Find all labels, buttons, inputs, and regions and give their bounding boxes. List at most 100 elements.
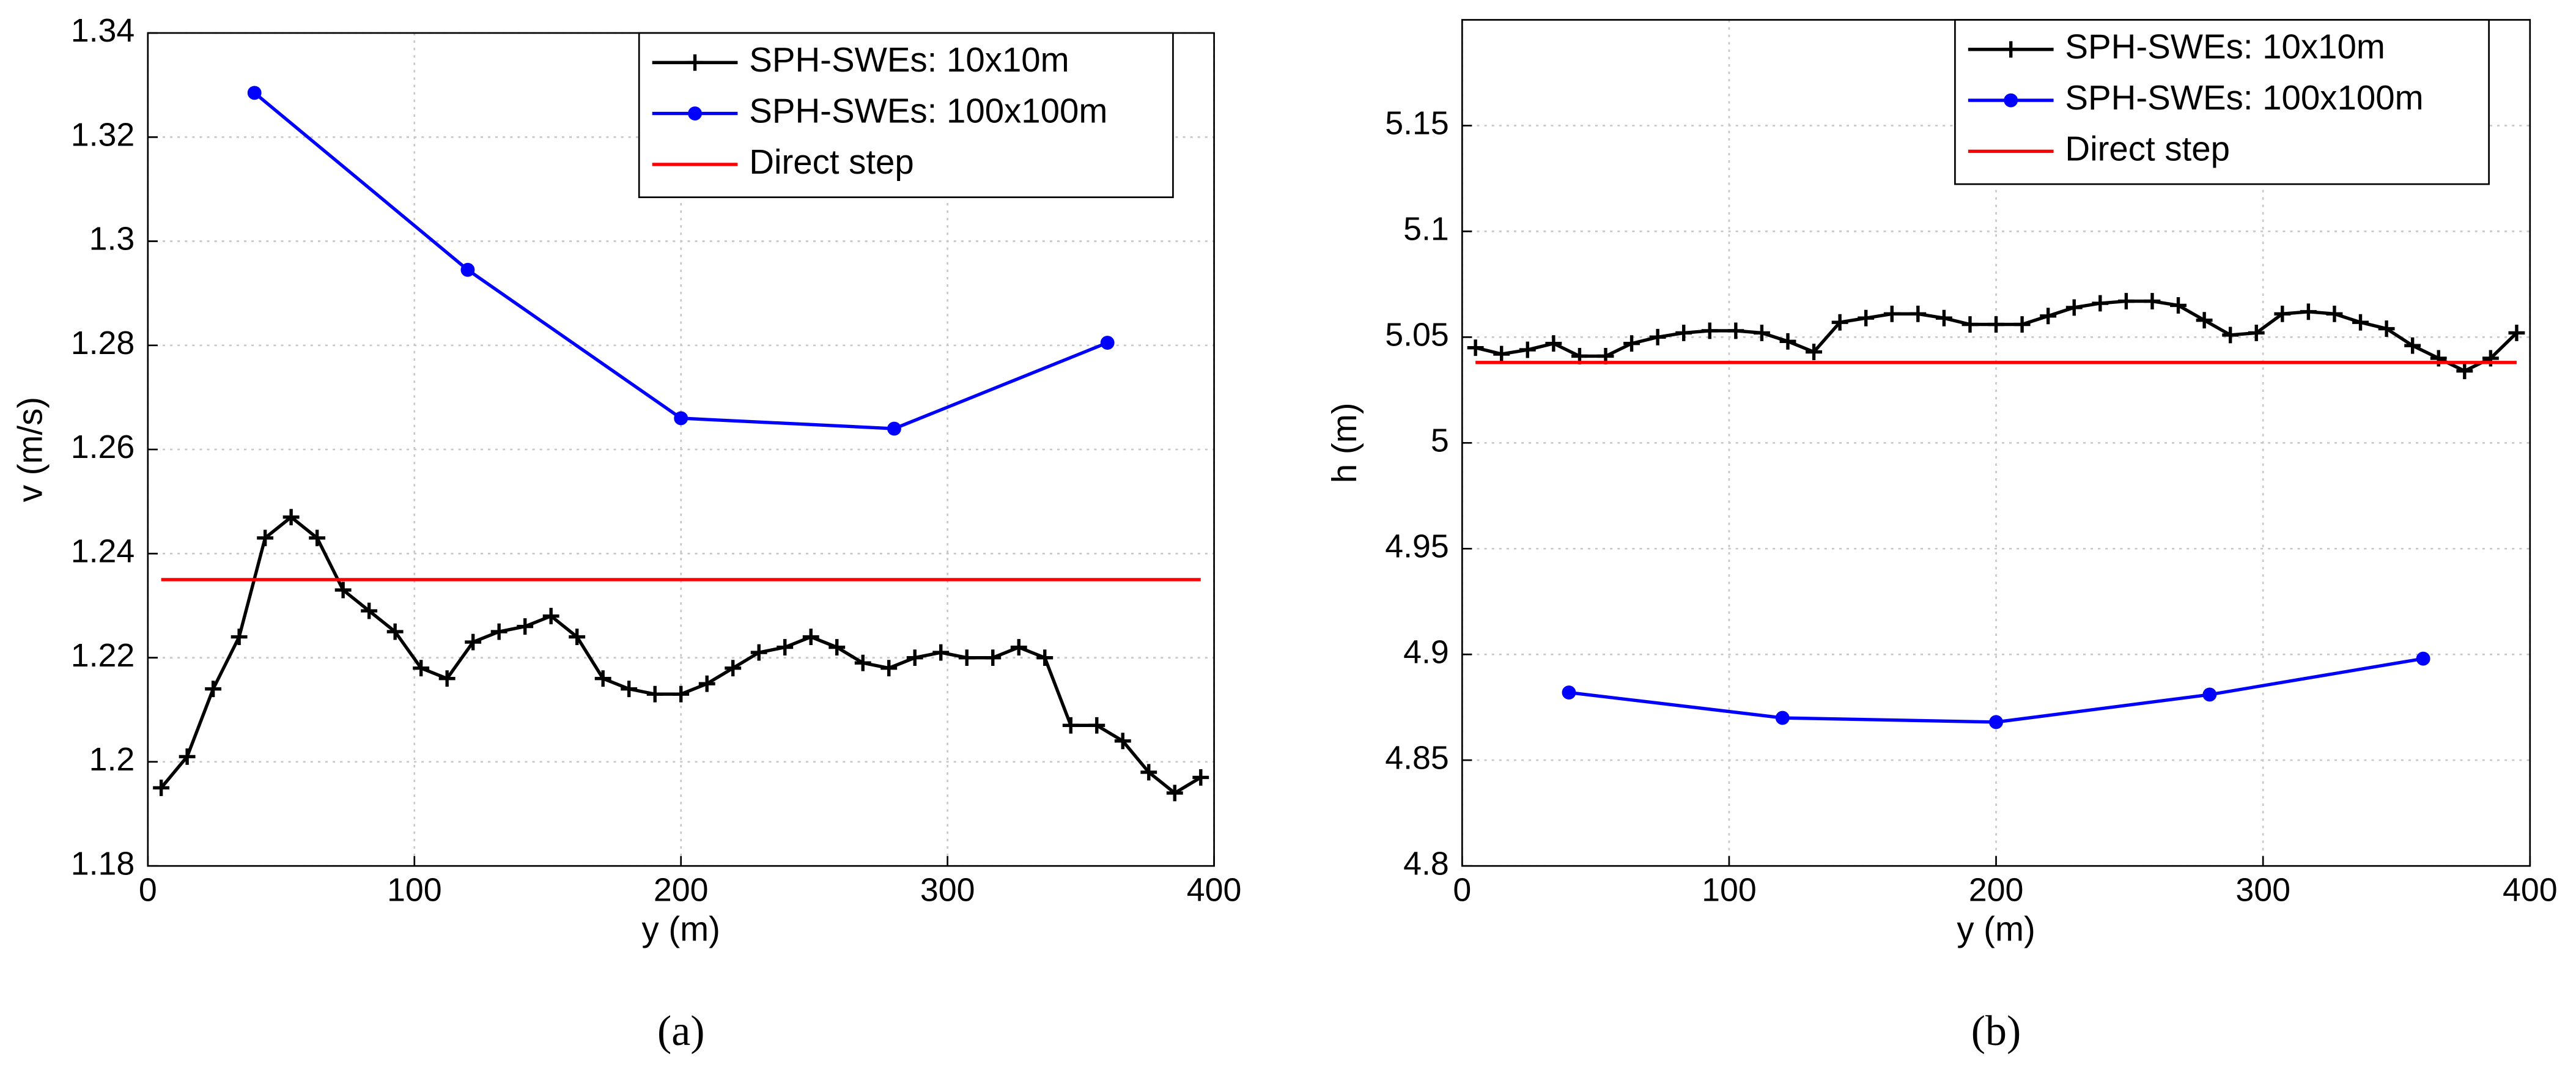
- x-axis-label: y (m): [1957, 910, 2035, 948]
- point-marker: [854, 654, 871, 671]
- point-marker: [1114, 733, 1131, 750]
- point-marker: [1779, 333, 1796, 350]
- point-marker: [1675, 324, 1692, 341]
- y-tick-label: 4.8: [1403, 845, 1449, 882]
- point-marker: [1493, 345, 1510, 363]
- point-marker: [205, 681, 222, 698]
- point-marker: [2300, 303, 2317, 320]
- point-marker: [2117, 293, 2135, 309]
- legend-label: SPH-SWEs: 10x10m: [749, 40, 1069, 79]
- point-marker: [1989, 715, 2003, 729]
- point-marker: [2144, 293, 2161, 309]
- legend-marker: [687, 54, 703, 71]
- point-marker: [777, 639, 794, 656]
- point-marker: [1036, 649, 1054, 666]
- point-marker: [1831, 314, 1848, 331]
- point-marker: [2508, 324, 2525, 341]
- point-marker: [1088, 717, 1105, 734]
- caption: (b): [1971, 1008, 2021, 1055]
- legend-marker: [688, 106, 702, 121]
- point-marker: [1166, 785, 1183, 802]
- y-tick-label: 1.26: [71, 429, 135, 465]
- x-tick-label: 200: [1969, 871, 2024, 908]
- point-marker: [1910, 305, 1927, 322]
- point-marker: [517, 618, 534, 635]
- y-tick-label: 5.05: [1385, 317, 1449, 353]
- y-tick-label: 1.32: [71, 116, 135, 153]
- point-marker: [460, 262, 475, 277]
- point-marker: [887, 421, 901, 436]
- point-marker: [1140, 764, 1157, 781]
- point-marker: [880, 660, 898, 677]
- point-marker: [465, 633, 482, 651]
- point-marker: [2013, 316, 2031, 333]
- point-marker: [674, 411, 688, 426]
- point-marker: [247, 86, 262, 100]
- y-tick-label: 4.85: [1385, 739, 1449, 776]
- point-marker: [1649, 328, 1666, 345]
- point-marker: [309, 530, 326, 547]
- x-tick-label: 100: [1702, 871, 1757, 908]
- point-marker: [829, 639, 846, 656]
- point-marker: [2378, 320, 2395, 337]
- point-marker: [750, 644, 767, 661]
- point-marker: [361, 602, 378, 619]
- point-marker: [1962, 316, 1979, 333]
- point-marker: [2352, 314, 2369, 331]
- x-axis-label: y (m): [641, 910, 720, 948]
- x-tick-label: 100: [387, 871, 442, 908]
- point-marker: [2404, 337, 2421, 354]
- x-tick-label: 400: [2503, 871, 2558, 908]
- point-marker: [984, 649, 1002, 666]
- y-tick-label: 1.2: [89, 741, 135, 778]
- point-marker: [802, 629, 819, 646]
- legend-label: SPH-SWEs: 100x100m: [749, 92, 1107, 130]
- point-marker: [438, 670, 456, 687]
- point-marker: [2326, 305, 2343, 322]
- point-marker: [179, 748, 196, 765]
- point-marker: [1100, 336, 1115, 350]
- legend-marker: [2002, 41, 2020, 58]
- point-marker: [1775, 711, 1790, 725]
- point-marker: [1935, 309, 1952, 327]
- y-tick-label: 1.3: [89, 221, 135, 257]
- point-marker: [2416, 651, 2430, 666]
- point-marker: [569, 629, 586, 646]
- legend-label: SPH-SWEs: 100x100m: [2065, 78, 2423, 117]
- x-tick-label: 300: [920, 871, 975, 908]
- point-marker: [1623, 335, 1640, 352]
- y-tick-label: 1.34: [71, 12, 135, 49]
- point-marker: [906, 649, 923, 666]
- x-tick-label: 300: [2235, 871, 2290, 908]
- point-marker: [334, 581, 352, 599]
- point-marker: [958, 649, 975, 666]
- point-marker: [1545, 335, 1562, 352]
- point-marker: [2065, 299, 2083, 316]
- point-marker: [2092, 295, 2109, 312]
- x-tick-label: 400: [1187, 871, 1242, 908]
- point-marker: [1806, 344, 1822, 361]
- point-marker: [1858, 309, 1875, 327]
- point-marker: [2456, 363, 2473, 380]
- point-marker: [1467, 339, 1484, 356]
- point-marker: [2196, 312, 2213, 329]
- point-marker: [1883, 305, 1900, 322]
- y-tick-label: 1.28: [71, 325, 135, 361]
- point-marker: [594, 670, 611, 687]
- legend-label: SPH-SWEs: 10x10m: [2065, 28, 2385, 66]
- point-marker: [1192, 769, 1209, 786]
- y-tick-label: 5.15: [1385, 105, 1449, 142]
- point-marker: [1988, 316, 2004, 333]
- point-marker: [1727, 322, 1744, 339]
- point-marker: [2248, 324, 2265, 341]
- legend-label: Direct step: [749, 142, 914, 181]
- point-marker: [153, 780, 170, 796]
- point-marker: [231, 629, 248, 646]
- point-marker: [1519, 341, 1536, 358]
- x-tick-label: 200: [654, 871, 709, 908]
- y-tick-label: 1.18: [71, 845, 135, 882]
- x-tick-label: 0: [139, 871, 157, 908]
- point-marker: [1010, 639, 1027, 656]
- y-axis-label: h (m): [1325, 403, 1364, 484]
